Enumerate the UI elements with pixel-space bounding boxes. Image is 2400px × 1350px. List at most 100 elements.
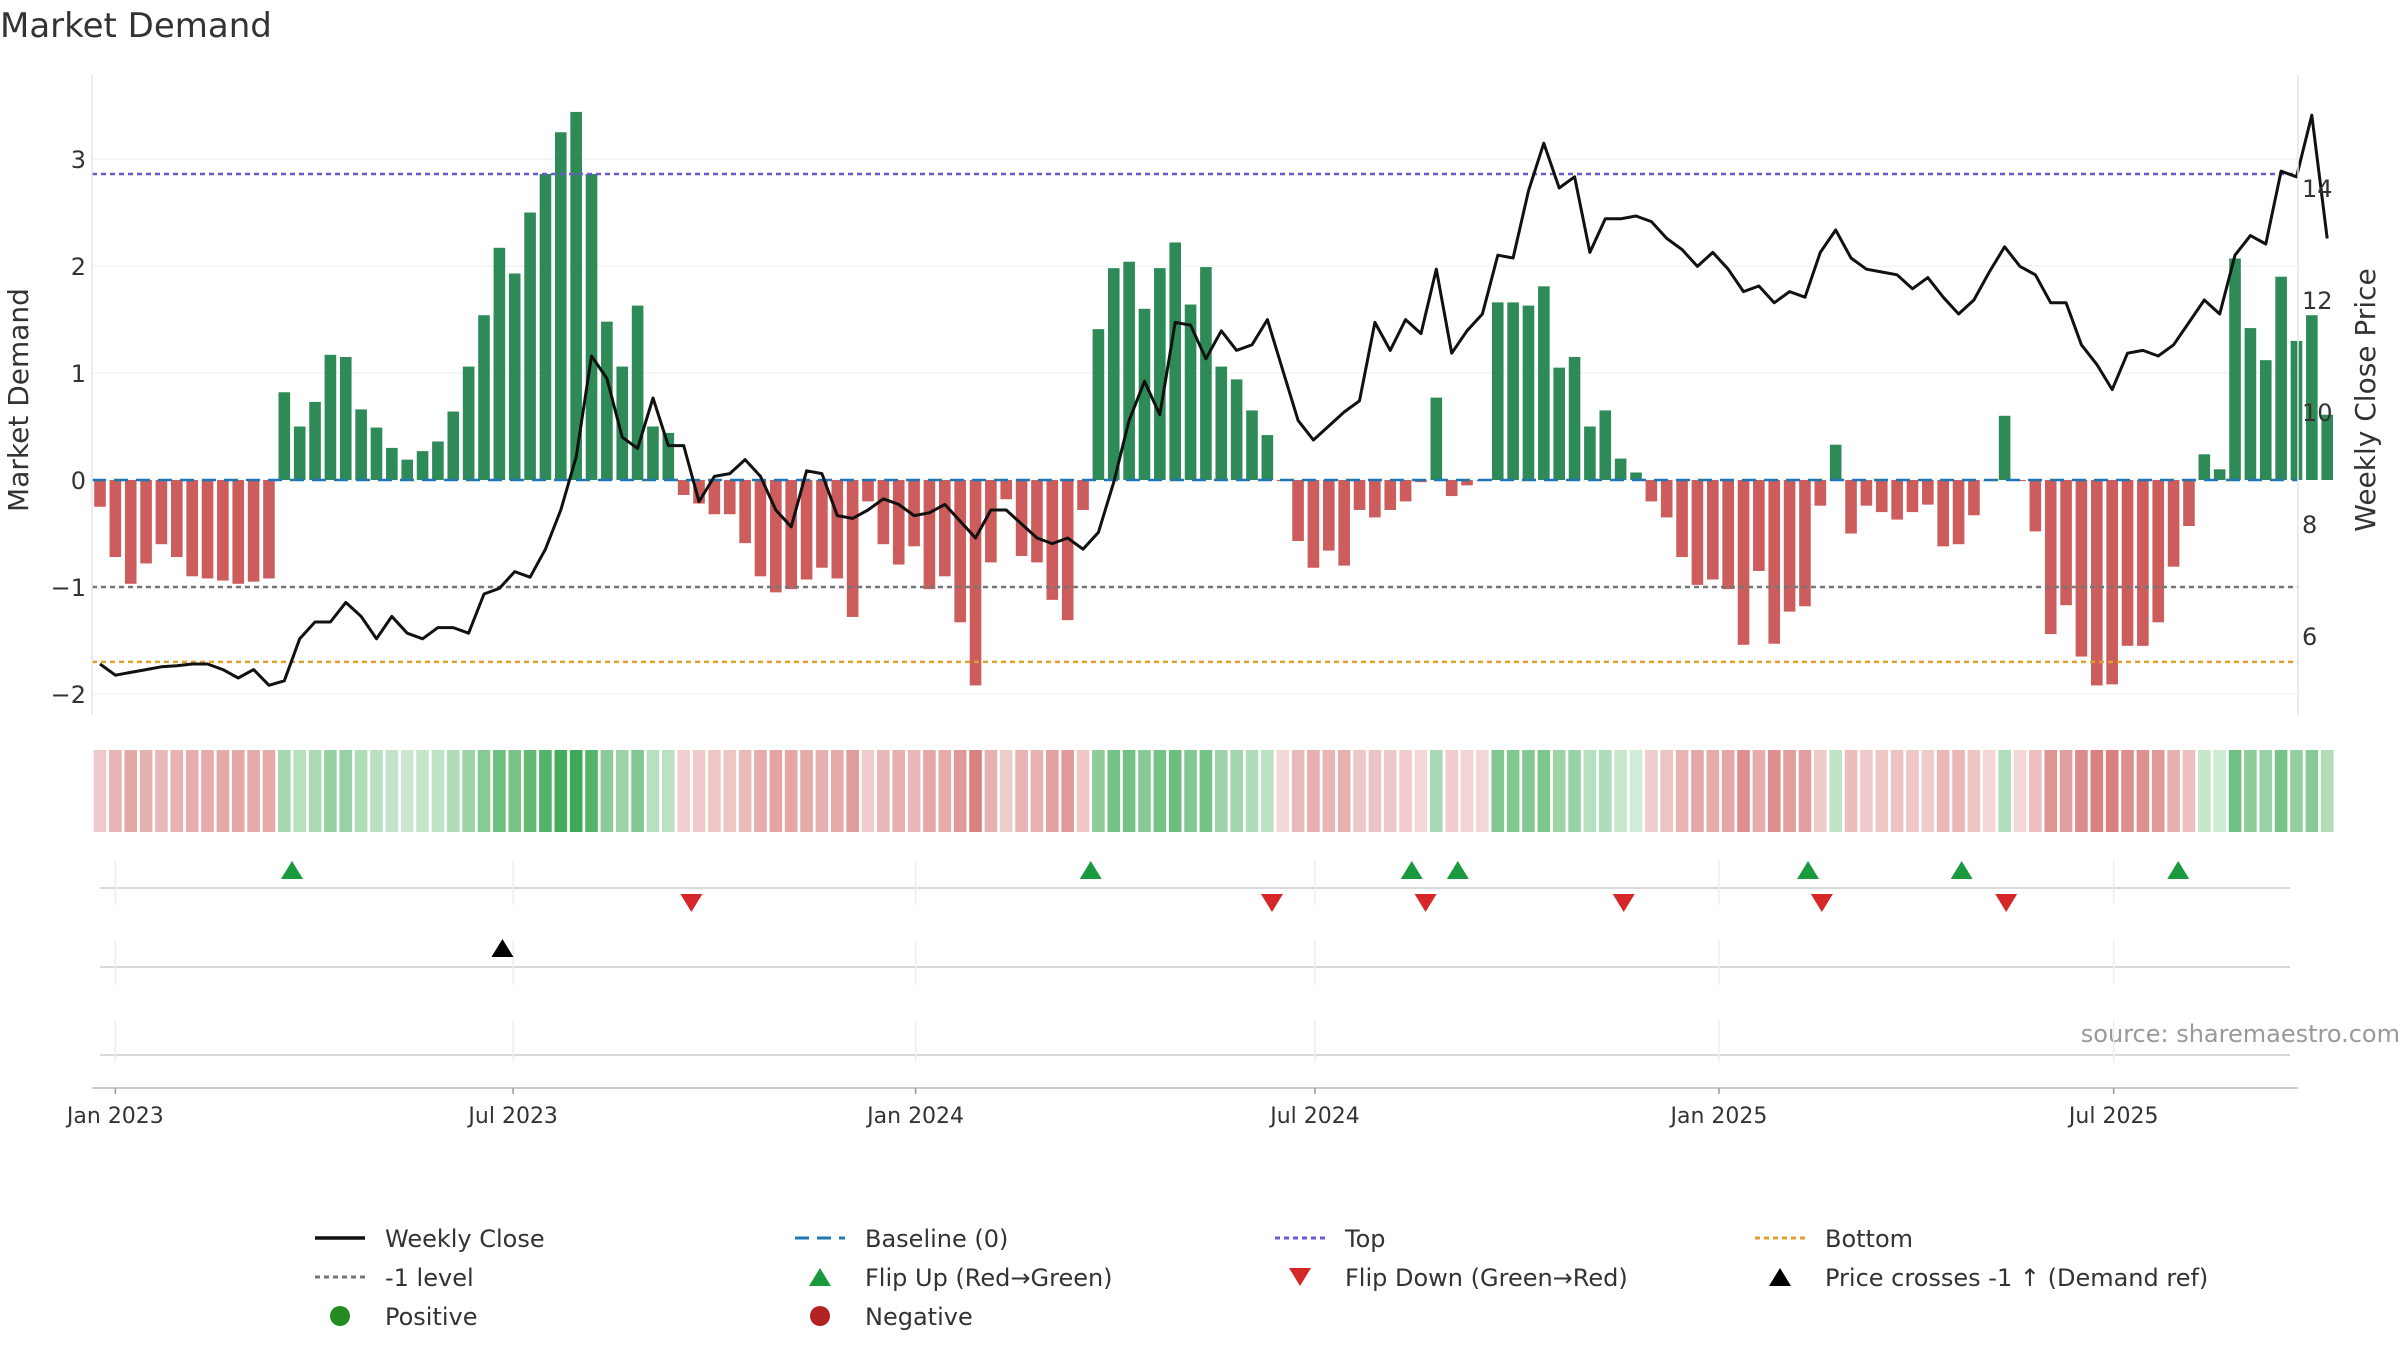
demand-bar [462,366,475,480]
demand-bar [601,321,613,480]
demand-bar [739,480,751,544]
demand-bar [1968,480,1980,516]
demand-bar [862,480,874,502]
demand-bar [416,451,429,480]
demand-bar [355,409,367,480]
heat-strip-cell [1092,750,1105,832]
y-tick-label: −2 [51,681,86,709]
demand-bar [1906,480,1919,513]
demand-bar [1307,480,1320,568]
heat-strip-cell [938,750,952,832]
heat-strip-cell [1982,750,1996,832]
flip-down-marker [1414,894,1437,912]
demand-bar [339,356,352,480]
heat-strip-cell [2213,750,2226,832]
demand-bar [1169,242,1181,480]
demand-bar [1952,480,1965,545]
heat-strip-cell [1122,750,1136,832]
heat-strip-cell [892,750,906,832]
heat-strip-cell [508,750,522,832]
demand-bar [1031,480,1043,563]
legend-swatch-up [1769,1268,1791,1286]
demand-bar [278,392,291,480]
demand-bar [171,480,183,558]
flip-up-marker [2167,861,2190,879]
heat-strip-cell [278,750,291,832]
heat-strip-cell [1522,750,1535,832]
heat-strip-cell [1030,750,1044,832]
heat-strip-cell [124,750,138,832]
heat-strip-cell [1337,750,1351,832]
heat-strip-cell [170,750,184,832]
demand-bar [1092,329,1105,480]
heat-strip-cell [1168,750,1182,832]
demand-bar [324,354,337,480]
heat-strip-cell [1061,750,1074,832]
reference-lines-layer [92,172,2298,664]
y2-tick-label: 10 [2302,399,2333,427]
heat-strip-cell [308,750,322,832]
demand-bar [585,173,598,481]
legend-label: Positive [385,1303,478,1331]
demand-bar [2121,480,2134,646]
x-tick-label: Jan 2023 [65,1104,164,1129]
heat-strip-cell [2105,750,2119,832]
heat-strip-cell [923,750,936,832]
heat-strip-cell [615,750,629,832]
heat-strip-cell [1153,750,1167,832]
heat-strip-cell [1291,750,1305,832]
heat-strip-cell [1107,750,1121,832]
demand-bar [1230,379,1243,480]
flip-up-marker [281,861,303,879]
x-tick-label: Jul 2024 [1268,1104,1360,1129]
legend-label: Baseline (0) [865,1225,1008,1253]
chart-title: Market Demand [0,6,272,46]
heat-strip-cell [677,750,690,832]
heat-strip-cell [1199,750,1213,832]
demand-bar [1783,480,1796,612]
heat-strip-cell [1076,750,1090,832]
demand-bar [1584,426,1596,480]
x-tick-label: Jul 2025 [2067,1104,2159,1129]
heat-strip-cell [2075,750,2088,832]
heat-strip-cell [1046,750,1059,832]
heat-strip-cell [861,750,875,832]
y-tick-label: −1 [51,574,86,602]
heat-strip-cell [2228,750,2242,832]
heat-strip-cell [477,750,491,832]
demand-bar [2183,480,2195,527]
demand-bar [478,315,490,480]
heat-strip-cell [1844,750,1858,832]
heat-strip-cell [846,750,859,832]
demand-bar [1000,480,1013,500]
heat-strip-cell [1445,750,1458,832]
demand-bar [908,480,920,547]
heat-strip-cell [1322,750,1336,832]
demand-bar [2167,480,2180,567]
heat-strip-cell [354,750,368,832]
demand-bar [570,111,582,481]
demand-bar [1814,480,1827,506]
demand-bar [1184,304,1197,480]
heat-strip-cell [600,750,614,832]
demand-bar [1353,480,1366,510]
weekly-close-line [99,113,2329,687]
flip-up-marker [1950,861,1973,879]
demand-bar [1722,480,1734,590]
demand-bar [923,480,936,590]
demand-bar [1292,480,1304,541]
heat-strip-cell [907,750,921,832]
y2-tick-label: 12 [2302,287,2333,315]
flip-up-marker [1400,861,1423,879]
demand-bar [631,305,644,480]
demand-bar [1568,356,1581,480]
flip-down-marker [680,894,703,912]
heat-strip-cell [1414,750,1428,832]
demand-bar [939,480,951,577]
demand-bar [816,480,828,568]
heat-strip-cell [984,750,998,832]
heat-strip-cell [1936,750,1950,832]
heat-strip-cell [1460,750,1474,832]
